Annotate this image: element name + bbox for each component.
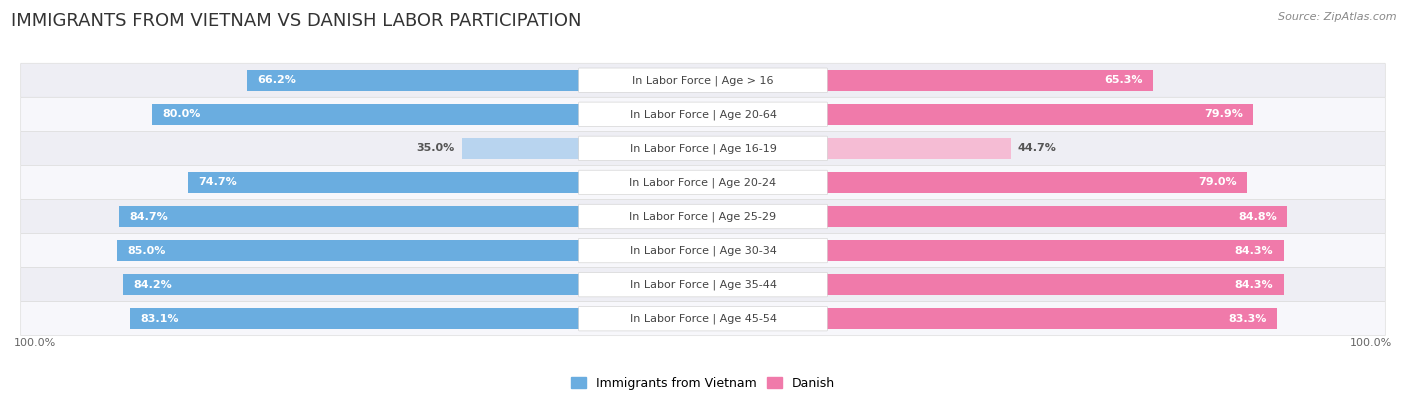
Text: 44.7%: 44.7% [1018, 143, 1057, 153]
FancyBboxPatch shape [579, 272, 827, 297]
Bar [188, 172, 703, 193]
Text: 84.3%: 84.3% [1234, 280, 1274, 290]
Text: 100.0%: 100.0% [14, 338, 56, 348]
FancyBboxPatch shape [579, 102, 827, 127]
Text: 80.0%: 80.0% [162, 109, 201, 119]
Bar [120, 206, 703, 227]
Text: 35.0%: 35.0% [416, 143, 456, 153]
FancyBboxPatch shape [21, 63, 1385, 97]
Bar [152, 104, 703, 125]
Bar [703, 240, 1284, 261]
Bar [703, 308, 1277, 329]
Bar [117, 240, 703, 261]
Text: IMMIGRANTS FROM VIETNAM VS DANISH LABOR PARTICIPATION: IMMIGRANTS FROM VIETNAM VS DANISH LABOR … [11, 12, 582, 30]
Text: 100.0%: 100.0% [1350, 338, 1392, 348]
Text: In Labor Force | Age 45-54: In Labor Force | Age 45-54 [630, 313, 776, 324]
FancyBboxPatch shape [21, 233, 1385, 267]
Text: In Labor Force | Age > 16: In Labor Force | Age > 16 [633, 75, 773, 86]
FancyBboxPatch shape [21, 97, 1385, 132]
FancyBboxPatch shape [21, 199, 1385, 233]
Text: In Labor Force | Age 35-44: In Labor Force | Age 35-44 [630, 279, 776, 290]
FancyBboxPatch shape [579, 307, 827, 331]
Text: 66.2%: 66.2% [257, 75, 297, 85]
Text: In Labor Force | Age 30-34: In Labor Force | Age 30-34 [630, 245, 776, 256]
Bar [461, 138, 703, 159]
Text: 84.7%: 84.7% [129, 211, 169, 222]
Text: In Labor Force | Age 16-19: In Labor Force | Age 16-19 [630, 143, 776, 154]
FancyBboxPatch shape [21, 132, 1385, 166]
Bar [122, 274, 703, 295]
Text: 65.3%: 65.3% [1104, 75, 1143, 85]
Bar [247, 70, 703, 91]
Text: 79.0%: 79.0% [1198, 177, 1237, 188]
FancyBboxPatch shape [579, 170, 827, 195]
Bar [703, 138, 1011, 159]
Bar [703, 274, 1284, 295]
Text: 83.3%: 83.3% [1229, 314, 1267, 324]
Text: 83.1%: 83.1% [141, 314, 180, 324]
Text: Source: ZipAtlas.com: Source: ZipAtlas.com [1278, 12, 1396, 22]
Text: 84.2%: 84.2% [134, 280, 172, 290]
Bar [703, 104, 1254, 125]
Bar [703, 206, 1288, 227]
Text: In Labor Force | Age 25-29: In Labor Force | Age 25-29 [630, 211, 776, 222]
FancyBboxPatch shape [21, 267, 1385, 302]
FancyBboxPatch shape [579, 238, 827, 263]
FancyBboxPatch shape [579, 68, 827, 92]
Text: 84.3%: 84.3% [1234, 246, 1274, 256]
Text: In Labor Force | Age 20-24: In Labor Force | Age 20-24 [630, 177, 776, 188]
FancyBboxPatch shape [21, 302, 1385, 336]
FancyBboxPatch shape [579, 204, 827, 229]
FancyBboxPatch shape [21, 166, 1385, 199]
Text: 79.9%: 79.9% [1205, 109, 1243, 119]
Text: 84.8%: 84.8% [1239, 211, 1277, 222]
Bar [131, 308, 703, 329]
Text: In Labor Force | Age 20-64: In Labor Force | Age 20-64 [630, 109, 776, 120]
Text: 74.7%: 74.7% [198, 177, 238, 188]
Bar [703, 70, 1153, 91]
Legend: Immigrants from Vietnam, Danish: Immigrants from Vietnam, Danish [567, 372, 839, 395]
Bar [703, 172, 1247, 193]
Text: 85.0%: 85.0% [128, 246, 166, 256]
FancyBboxPatch shape [579, 136, 827, 161]
